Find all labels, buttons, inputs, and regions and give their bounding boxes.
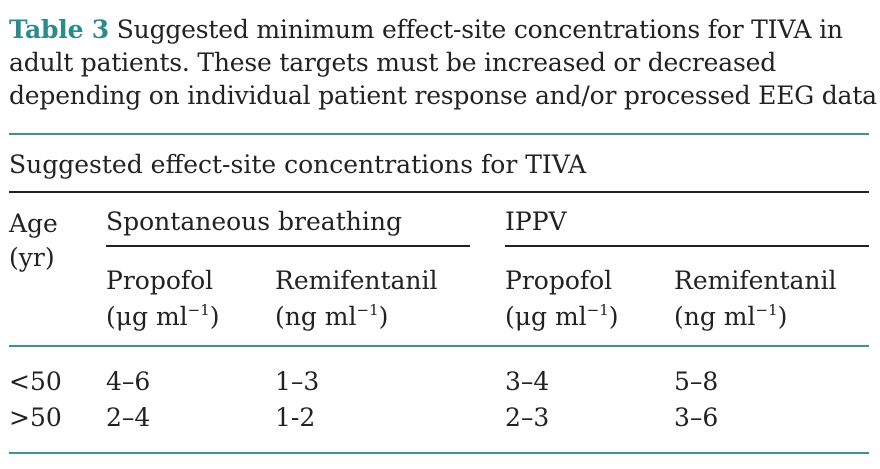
table-title: Suggested effect-site concentrations for…	[9, 150, 587, 179]
column-name: Remifentanil	[674, 266, 837, 295]
group-rule-ippv	[505, 245, 869, 247]
column-unit: (ng ml−1)	[674, 301, 788, 331]
table-caption: Table 3 Suggested minimum effect-site co…	[9, 13, 877, 112]
table-cell: 1-2	[275, 403, 316, 432]
column-header-sb-remifentanil: Remifentanil (ng ml−1)	[275, 263, 438, 335]
column-unit: (μg ml−1)	[505, 301, 619, 331]
column-name: Propofol	[106, 266, 214, 295]
table-cell: 2–3	[505, 403, 550, 432]
table-cell: 3–6	[674, 403, 719, 432]
column-unit: (μg ml−1)	[106, 301, 220, 331]
age-header-line-1: Age	[9, 209, 58, 238]
table-cell: 4–6	[106, 367, 151, 396]
bottom-rule	[9, 452, 869, 454]
table-cell: 1–3	[275, 367, 320, 396]
group-rule-spontaneous	[106, 245, 470, 247]
title-rule	[9, 191, 869, 193]
column-header-ippv-propofol: Propofol (μg ml−1)	[505, 263, 619, 335]
top-rule	[9, 133, 869, 135]
caption-line-3: depending on individual patient response…	[9, 81, 877, 110]
column-name: Remifentanil	[275, 266, 438, 295]
caption-line-1: Table 3 Suggested minimum effect-site co…	[9, 13, 874, 46]
row-age: <50	[9, 367, 62, 396]
row-age: >50	[9, 403, 62, 432]
column-unit: (ng ml−1)	[275, 301, 389, 331]
age-header-line-2: (yr)	[9, 243, 55, 272]
column-name: Propofol	[505, 266, 613, 295]
caption-line-2: adult patients. These targets must be in…	[9, 48, 777, 77]
table-cell: 3–4	[505, 367, 550, 396]
group-header-spontaneous: Spontaneous breathing	[106, 207, 402, 236]
age-header: Age (yr)	[9, 207, 58, 275]
column-header-sb-propofol: Propofol (μg ml−1)	[106, 263, 220, 335]
caption-text-1: Suggested minimum effect-site concentrat…	[109, 15, 843, 44]
table-cell: 5–8	[674, 367, 719, 396]
table-label: Table 3	[9, 15, 109, 44]
table-cell: 2–4	[106, 403, 151, 432]
header-rule	[9, 345, 869, 347]
column-header-ippv-remifentanil: Remifentanil (ng ml−1)	[674, 263, 837, 335]
group-header-ippv: IPPV	[505, 207, 567, 236]
